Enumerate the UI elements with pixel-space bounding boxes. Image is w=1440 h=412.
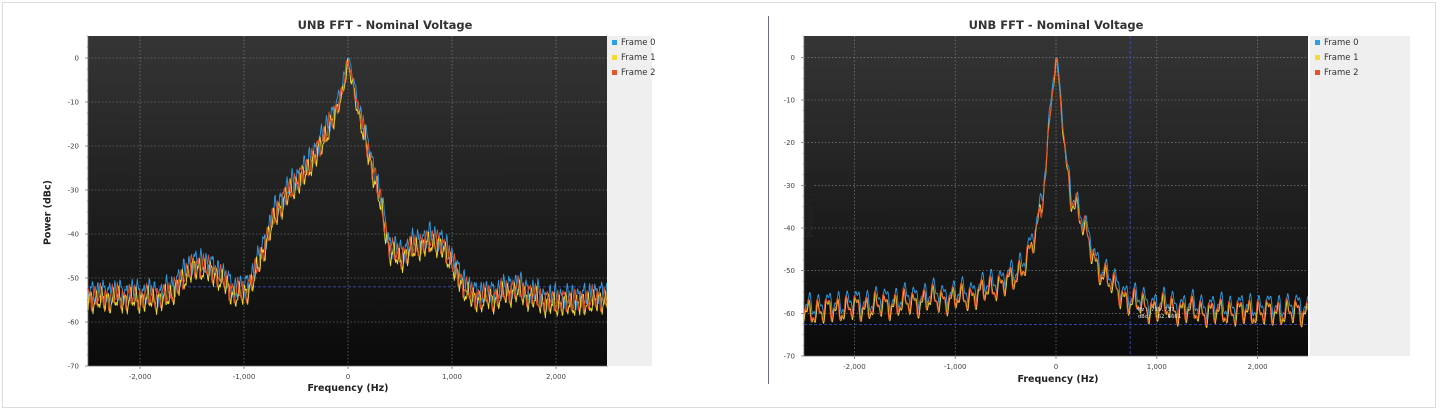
y-tick-label: -40	[68, 231, 79, 239]
legend-label: Frame 2	[621, 68, 656, 78]
legend-label: Frame 1	[621, 53, 656, 63]
fft-panel-left: UNB FFT - Nominal Voltage -2,000 -1,000 0 1…	[2, 0, 768, 412]
legend-swatch-frame-1	[1315, 55, 1320, 60]
x-tick-label: 0	[346, 373, 350, 381]
marker-readout: Hz: 735.737 dBc: -62.6661	[1138, 307, 1181, 320]
legend-label: Frame 0	[1324, 38, 1359, 48]
y-tick-label: -30	[68, 187, 79, 195]
marker-readout-hz: Hz: 735.737	[1138, 307, 1175, 313]
series-group	[804, 56, 1308, 328]
fft-plot-right[interactable]: -2,000 -1,000 0 1,000 2,000 0 -10 -20 -30 -40 -50 -…	[716, 0, 1438, 412]
y-tick-label: -20	[784, 139, 795, 147]
y-tick-label: -60	[68, 319, 79, 327]
x-tick-label: 1,000	[442, 373, 462, 381]
x-tick-label: 0	[1054, 363, 1058, 371]
y-tick-label: -60	[784, 310, 795, 318]
y-tick-label: -70	[68, 363, 79, 371]
panel-divider	[768, 16, 769, 384]
chart-title: UNB FFT - Nominal Voltage	[968, 18, 1144, 32]
y-axis-label: Power (dBc)	[42, 179, 54, 246]
legend-item-frame-2[interactable]: Frame 2	[1315, 68, 1359, 78]
x-axis-label: Frequency (Hz)	[307, 383, 389, 394]
y-tick-label: -40	[784, 225, 795, 233]
legend-label: Frame 2	[1324, 68, 1359, 78]
fft-plot-left[interactable]: -2,000 -1,000 0 1,000 2,000 0 -10 -20 -30 -40 -50 -…	[2, 0, 768, 412]
y-tick-label: -50	[784, 267, 795, 275]
series-line-frame-2	[804, 57, 1308, 327]
x-tick-label: -1,000	[233, 373, 256, 381]
legend-item-frame-2[interactable]: Frame 2	[612, 68, 656, 78]
y-tick-label: -20	[68, 143, 79, 151]
x-tick-label: 2,000	[546, 373, 566, 381]
legend-item-frame-1[interactable]: Frame 1	[1315, 53, 1359, 63]
legend: Frame 0 Frame 1 Frame 2	[607, 36, 656, 366]
y-tick-label: -30	[784, 182, 795, 190]
legend-swatch-frame-0	[612, 40, 617, 45]
x-tick-label: 1,000	[1147, 363, 1167, 371]
x-tick-label: -2,000	[843, 363, 866, 371]
x-tick-label: -2,000	[129, 373, 152, 381]
legend-label: Frame 1	[1324, 53, 1359, 63]
legend-item-frame-1[interactable]: Frame 1	[612, 53, 656, 63]
legend-item-frame-0[interactable]: Frame 0	[1315, 38, 1359, 48]
legend-item-frame-0[interactable]: Frame 0	[612, 38, 656, 48]
y-tick-label: 0	[791, 54, 795, 62]
series-line-frame-2	[88, 60, 608, 315]
legend-swatch-frame-1	[612, 55, 617, 60]
series-group	[88, 57, 608, 319]
fft-panel-right: UNB FFT - Nominal Voltage -2,000 -1,000 0 1…	[716, 0, 1438, 412]
y-tick-label: -10	[784, 97, 795, 105]
legend: Frame 0 Frame 1 Frame 2	[1310, 36, 1410, 356]
chart-title: UNB FFT - Nominal Voltage	[297, 18, 473, 32]
y-tick-label: -70	[784, 353, 795, 361]
legend-swatch-frame-2	[1315, 70, 1320, 75]
legend-swatch-frame-0	[1315, 40, 1320, 45]
legend-swatch-frame-2	[612, 70, 617, 75]
x-tick-label: 2,000	[1248, 363, 1268, 371]
marker-readout-dbc: dBc: -62.6661	[1138, 313, 1182, 320]
x-tick-label: -1,000	[944, 363, 967, 371]
x-axis-label: Frequency (Hz)	[1017, 374, 1099, 385]
y-tick-label: -50	[68, 275, 79, 283]
series-line-frame-1	[804, 57, 1308, 328]
y-axis-label: Power (dBc)	[805, 172, 817, 239]
y-tick-label: -10	[68, 99, 79, 107]
legend-label: Frame 0	[621, 38, 656, 48]
y-tick-label: 0	[75, 55, 79, 63]
